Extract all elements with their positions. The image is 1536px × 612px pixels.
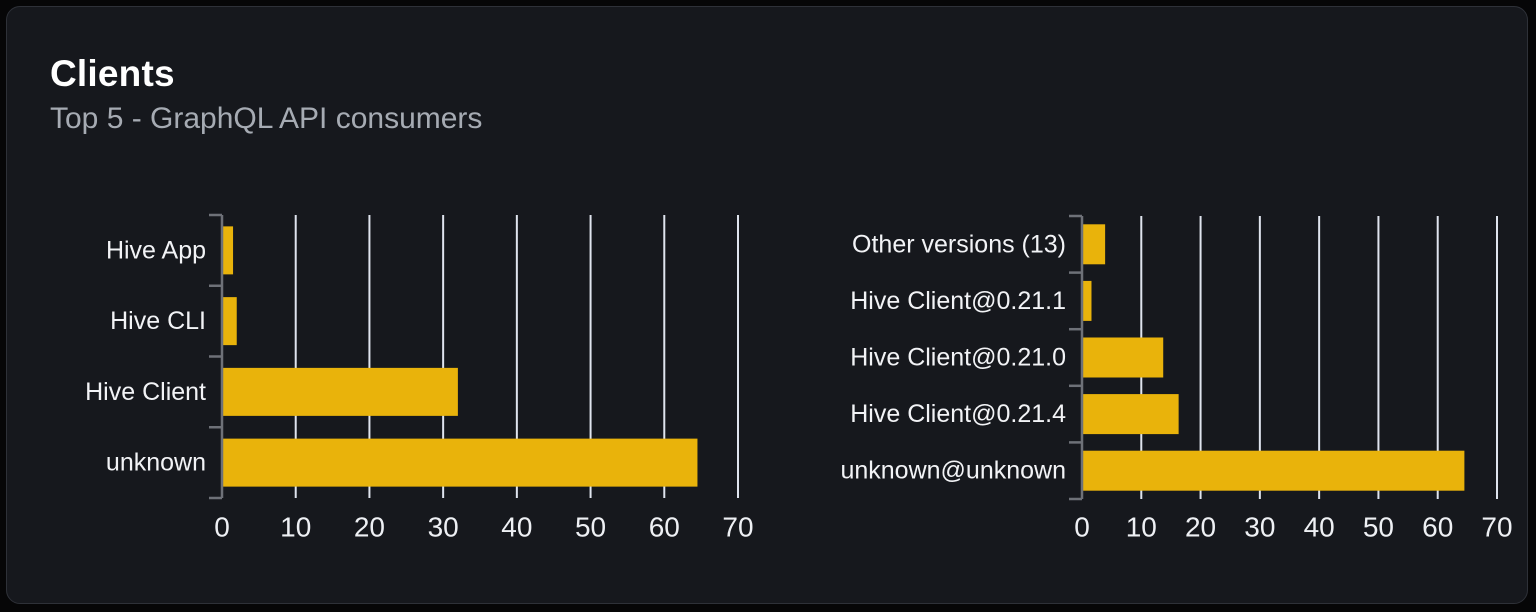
bar-unknown[interactable]: [222, 438, 698, 487]
x-tick-label: 10: [1126, 512, 1157, 543]
x-tick-label: 50: [575, 512, 606, 543]
clients-card: Clients Top 5 - GraphQL API consumers Hi…: [6, 6, 1528, 604]
x-tick-label: 40: [1304, 512, 1335, 543]
bar-hive-cli[interactable]: [222, 297, 237, 346]
bar-hive-client-0-21-1[interactable]: [1082, 280, 1092, 321]
bar-other-versions-13[interactable]: [1082, 224, 1106, 265]
x-tick-label: 10: [280, 512, 311, 543]
x-tick-label: 70: [1481, 512, 1512, 543]
clients-by-version-chart[interactable]: Other versions (13) Hive Client@0.21.1 Hiv…: [802, 197, 1536, 567]
category-label: Hive App: [106, 236, 206, 264]
x-tick-label: 20: [1185, 512, 1216, 543]
category-label: Hive CLI: [110, 307, 206, 335]
x-tick-label: 50: [1363, 512, 1394, 543]
x-tick-label: 20: [354, 512, 385, 543]
x-tick-label: 30: [1244, 512, 1275, 543]
bar-hive-app[interactable]: [222, 226, 234, 275]
category-label: Hive Client@0.21.1: [850, 287, 1066, 315]
category-label: Hive Client@0.21.4: [850, 400, 1066, 428]
category-label: Hive Client@0.21.0: [850, 344, 1066, 372]
category-label: Other versions (13): [852, 230, 1066, 258]
bar-hive-client[interactable]: [222, 367, 458, 416]
card-title: Clients: [50, 53, 175, 94]
card-subtitle: Top 5 - GraphQL API consumers: [50, 102, 483, 135]
category-label: unknown@unknown: [840, 457, 1066, 485]
clients-by-name-chart[interactable]: Hive App Hive CLI Hive Client unknown 0 10 20 3…: [47, 197, 788, 567]
x-tick-label: 60: [649, 512, 680, 543]
category-label: unknown: [106, 449, 206, 477]
x-tick-label: 40: [501, 512, 532, 543]
bar-hive-client-0-21-0[interactable]: [1082, 337, 1164, 378]
category-label: Hive Client: [85, 378, 206, 406]
x-tick-label: 0: [1074, 512, 1090, 543]
x-tick-label: 60: [1422, 512, 1453, 543]
x-tick-label: 30: [428, 512, 459, 543]
bar-hive-client-0-21-4[interactable]: [1082, 394, 1179, 435]
x-tick-label: 70: [722, 512, 753, 543]
bar-unknown-unknown[interactable]: [1082, 450, 1465, 491]
x-tick-label: 0: [214, 512, 230, 543]
